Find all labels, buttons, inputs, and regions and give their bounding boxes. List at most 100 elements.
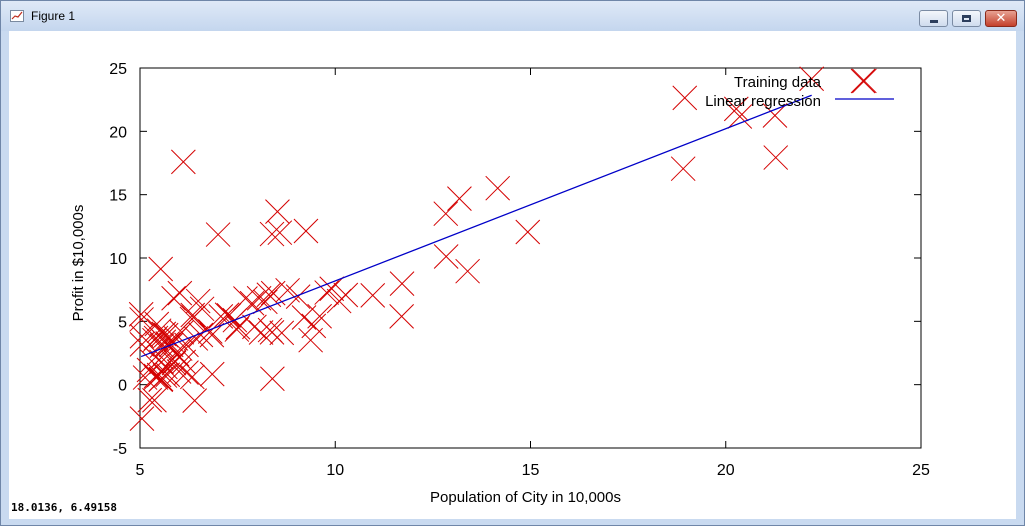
- maximize-button[interactable]: [952, 10, 981, 27]
- data-point: [129, 307, 154, 332]
- data-point: [144, 311, 170, 337]
- data-point: [248, 320, 274, 345]
- data-point-stroke: [129, 307, 154, 332]
- data-point: [167, 280, 193, 306]
- data-point: [301, 313, 327, 339]
- figure-plot-icon: [10, 10, 24, 22]
- data-point: [259, 319, 285, 345]
- data-point: [179, 364, 205, 390]
- data-point-stroke: [155, 362, 181, 388]
- data-point: [389, 304, 414, 329]
- data-point-stroke: [242, 314, 267, 340]
- minimize-icon: [930, 20, 938, 23]
- data-point-stroke: [143, 325, 169, 351]
- data-point-stroke: [763, 145, 789, 170]
- data-point: [171, 349, 197, 375]
- data-point-stroke: [248, 320, 274, 345]
- data-point: [136, 357, 162, 383]
- data-point-stroke: [208, 304, 234, 329]
- data-point-stroke: [260, 366, 285, 392]
- data-point: [143, 325, 169, 351]
- data-point: [129, 332, 155, 357]
- data-point-stroke: [148, 256, 174, 282]
- legend-marker-training: [850, 68, 876, 94]
- data-point-stroke: [151, 321, 177, 347]
- data-point: [188, 322, 214, 348]
- data-point-stroke: [182, 388, 208, 413]
- data-point: [148, 367, 174, 393]
- data-point: [155, 362, 181, 388]
- data-point-stroke: [246, 285, 272, 311]
- data-point-stroke: [153, 322, 179, 348]
- data-point-stroke: [298, 327, 324, 353]
- data-point: [137, 387, 163, 413]
- data-point: [515, 219, 541, 245]
- data-point-stroke: [515, 219, 541, 245]
- data-point: [185, 288, 211, 314]
- y-tick-label: 15: [109, 188, 127, 205]
- data-point: [672, 85, 698, 111]
- data-point-stroke: [433, 244, 459, 269]
- data-point: [148, 256, 174, 282]
- chart[interactable]: 5 10 15 20 25 -5 0 5 10 15 20 25 Population of City …: [9, 31, 1016, 519]
- data-point-stroke: [389, 304, 414, 329]
- data-point: [146, 362, 172, 388]
- data-point: [199, 361, 225, 387]
- data-point: [670, 156, 696, 182]
- y-tick-label: 5: [118, 314, 127, 331]
- data-point: [326, 288, 352, 314]
- data-point-stroke: [762, 103, 788, 128]
- data-point: [233, 286, 258, 311]
- x-tick-label: 15: [522, 462, 540, 479]
- data-point-stroke: [265, 199, 290, 224]
- data-point-stroke: [259, 319, 285, 345]
- data-point-stroke: [199, 322, 225, 348]
- minimize-button[interactable]: [919, 10, 948, 27]
- data-point-stroke: [269, 320, 295, 346]
- data-point: [197, 319, 223, 344]
- plot-area[interactable]: 5 10 15 20 25 -5 0 5 10 15 20 25 Population of City …: [9, 31, 1016, 519]
- y-tick-label: 25: [109, 61, 127, 78]
- data-point-stroke: [233, 286, 258, 311]
- regression-line: [140, 94, 812, 358]
- x-axis-label: Population of City in 10,000s: [430, 489, 621, 506]
- data-point-stroke: [142, 387, 167, 413]
- y-tick-label: 0: [118, 378, 127, 395]
- data-point: [389, 271, 415, 296]
- data-point-stroke: [139, 348, 165, 374]
- data-point: [852, 68, 877, 94]
- data-point-stroke: [670, 156, 696, 182]
- data-point: [723, 96, 749, 122]
- data-point: [293, 218, 319, 244]
- data-point: [447, 186, 472, 211]
- cursor-coordinates-readout: 18.0136, 6.49158: [11, 501, 117, 514]
- data-point: [485, 175, 511, 201]
- data-point: [180, 302, 206, 328]
- data-point: [139, 348, 165, 374]
- data-point-stroke: [161, 285, 186, 311]
- data-point-stroke: [672, 85, 698, 111]
- data-point: [170, 149, 196, 175]
- data-point: [275, 277, 300, 303]
- data-point-stroke: [128, 301, 154, 327]
- data-point-stroke: [360, 283, 386, 308]
- data-point-stroke: [171, 349, 197, 375]
- x-tick-label: 5: [136, 462, 145, 479]
- data-point-stroke: [319, 276, 345, 302]
- title-bar[interactable]: Figure 1 ✕: [1, 1, 1024, 31]
- data-point-stroke: [259, 221, 285, 247]
- data-point-stroke: [224, 317, 250, 342]
- data-point-stroke: [326, 288, 352, 314]
- data-point-stroke: [164, 341, 190, 367]
- legend-marker-stroke: [850, 68, 876, 94]
- data-point-stroke: [205, 222, 231, 247]
- data-point-stroke: [267, 220, 293, 246]
- data-point-stroke: [170, 149, 196, 175]
- data-point: [199, 322, 225, 348]
- close-button[interactable]: ✕: [985, 10, 1017, 27]
- data-point-stroke: [852, 68, 877, 94]
- data-point: [319, 276, 345, 302]
- data-point-stroke: [129, 406, 155, 431]
- y-tick-label: 10: [109, 251, 127, 268]
